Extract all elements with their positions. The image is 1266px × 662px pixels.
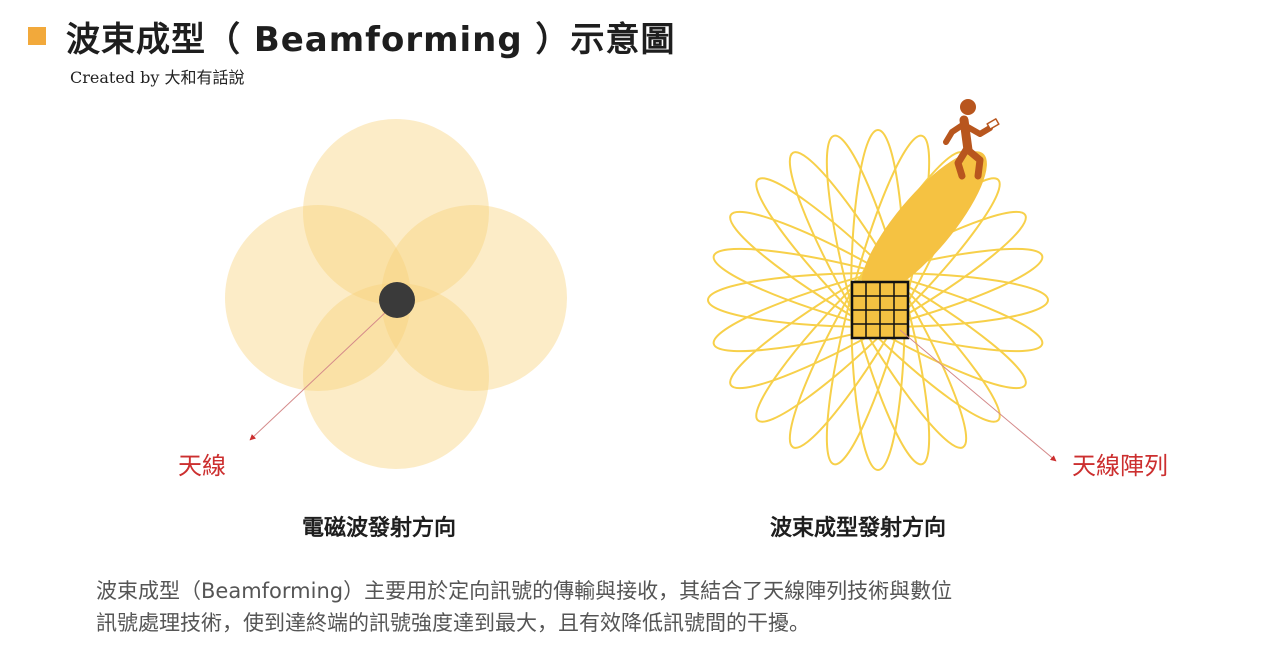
description-line-2: 訊號處理技術，使到達終端的訊號強度達到最大，且有效降低訊號間的干擾。	[96, 611, 810, 635]
beamforming-caption: 波束成型發射方向	[770, 516, 947, 541]
description-line-1: 波束成型（Beamforming）主要用於定向訊號的傳輸與接收，其結合了天線陣列…	[96, 579, 953, 603]
antenna-dot	[379, 282, 415, 318]
antenna-pointer-line	[249, 309, 389, 441]
antenna-label: 天線	[178, 452, 226, 480]
omni-caption: 電磁波發射方向	[302, 516, 457, 541]
radiation-lobe-bottom	[303, 283, 489, 469]
antenna-array-label: 天線陣列	[1072, 452, 1168, 480]
description: 波束成型（Beamforming）主要用於定向訊號的傳輸與接收，其結合了天線陣列…	[96, 575, 1246, 639]
omni-radiation-pattern	[225, 119, 567, 469]
main-beam-lobe	[861, 151, 987, 297]
title-marker-square	[28, 27, 46, 45]
antenna-array-grid	[850, 280, 910, 340]
radiation-lobe-top	[303, 119, 489, 305]
page-subtitle: Created by 大和有話說	[70, 68, 245, 87]
array-pointer-line	[899, 329, 1057, 462]
walking-person-with-phone-icon	[943, 99, 1000, 180]
radiation-lobe-right	[381, 205, 567, 391]
title-bar: 波束成型（ Beamforming ）示意圖	[28, 14, 676, 60]
page-title: 波束成型（ Beamforming ）示意圖	[66, 19, 676, 60]
radiation-lobe-left	[225, 205, 411, 391]
